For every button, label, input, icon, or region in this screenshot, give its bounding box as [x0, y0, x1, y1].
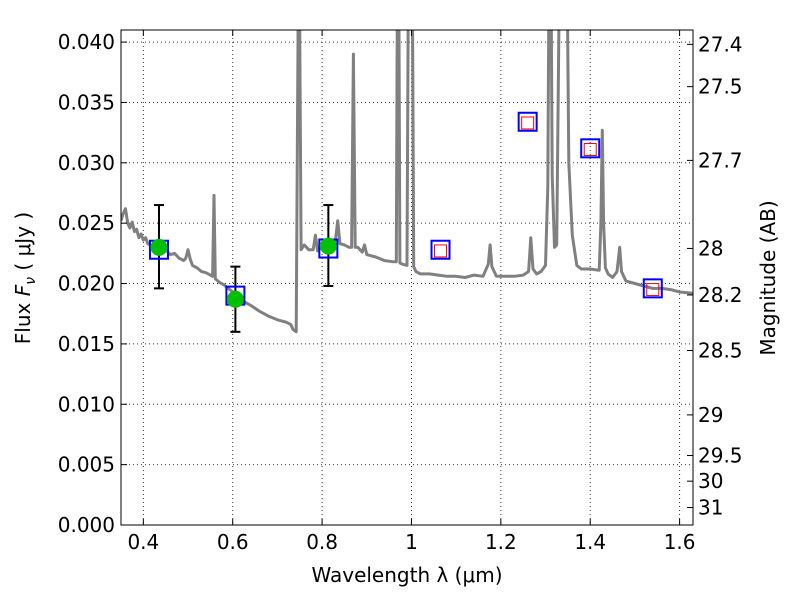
y2-axis-title: Magnitude (AB) [756, 200, 780, 355]
y-tick-label: 0.040 [58, 30, 115, 54]
y-tick-label: 0.035 [58, 90, 115, 114]
mag-tick-label: 28 [698, 236, 723, 260]
mag-tick-label: 29 [698, 403, 723, 427]
y-tick-label: 0.005 [58, 453, 115, 477]
y-axis-title-units: ( μJy ) [11, 212, 35, 277]
observed-point [150, 238, 168, 256]
model-band-square [430, 239, 451, 260]
mag-tick-label: 27.5 [698, 75, 743, 99]
mag-tick-label: 27.7 [698, 148, 743, 172]
plot-area [121, 30, 693, 334]
x-tick-label: 0.4 [127, 530, 159, 554]
x-tick-label: 1 [405, 530, 418, 554]
x-tick-label: 1.6 [664, 530, 696, 554]
mag-tick-label: 30 [698, 469, 723, 493]
y-axis-title-sub: ν [23, 277, 39, 285]
y-tick-label: 0.010 [58, 392, 115, 416]
x-tick-label: 0.8 [306, 530, 338, 554]
mag-tick-label: 28.5 [698, 338, 743, 362]
model-spectrum-line [121, 30, 693, 334]
mag-tick-label: 29.5 [698, 444, 743, 468]
y-axis-left: 0.000 0.005 0.010 0.015 0.020 0.025 0.030 0.035… [58, 30, 127, 537]
y-tick-label: 0.020 [58, 272, 115, 296]
model-band-square [580, 138, 601, 159]
observed-limit-square [521, 116, 535, 130]
x-tick-label: 1.2 [485, 530, 517, 554]
mag-tick-label: 27.4 [698, 32, 743, 56]
y-axis-right: 27.4 27.5 27.7 28 28.2 28.5 29 29.530 31 [687, 32, 743, 520]
observed-limit-square [583, 143, 597, 157]
y-tick-label: 0.015 [58, 332, 115, 356]
y-tick-label: 0.030 [58, 151, 115, 175]
x-tick-label: 1.4 [574, 530, 606, 554]
mag-tick-label: 31 [698, 496, 723, 520]
axes-frame [120, 29, 694, 526]
y-axis-title-var: F [11, 284, 35, 296]
model-band-square [517, 111, 538, 132]
observed-point [226, 290, 244, 308]
observed-limit-square [434, 244, 448, 258]
y-axis-title-prefix: Flux [11, 296, 35, 344]
x-axis-title: Wavelength λ (μm) [311, 563, 502, 587]
observed-limit-square [646, 283, 660, 297]
y-tick-label: 0.025 [58, 211, 115, 235]
mag-tick-label: 28.2 [698, 283, 743, 307]
x-axis: 0.4 0.6 0.8 1 1.2 1.4 1.6 [127, 30, 696, 554]
model-band-square [642, 278, 663, 299]
x-tick-label: 0.6 [217, 530, 249, 554]
y-axis-title: Flux Fν ( μJy ) [11, 212, 39, 344]
y-tick-label: 0.000 [58, 513, 115, 537]
observed-point [319, 237, 337, 255]
